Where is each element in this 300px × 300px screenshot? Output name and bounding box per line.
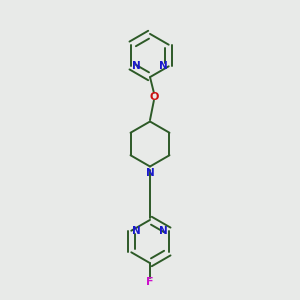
Text: N: N [159,61,168,71]
Text: N: N [159,226,168,236]
Text: N: N [146,168,154,178]
Text: F: F [146,277,154,287]
Text: N: N [132,61,141,71]
Text: O: O [149,92,159,102]
Text: N: N [132,226,141,236]
